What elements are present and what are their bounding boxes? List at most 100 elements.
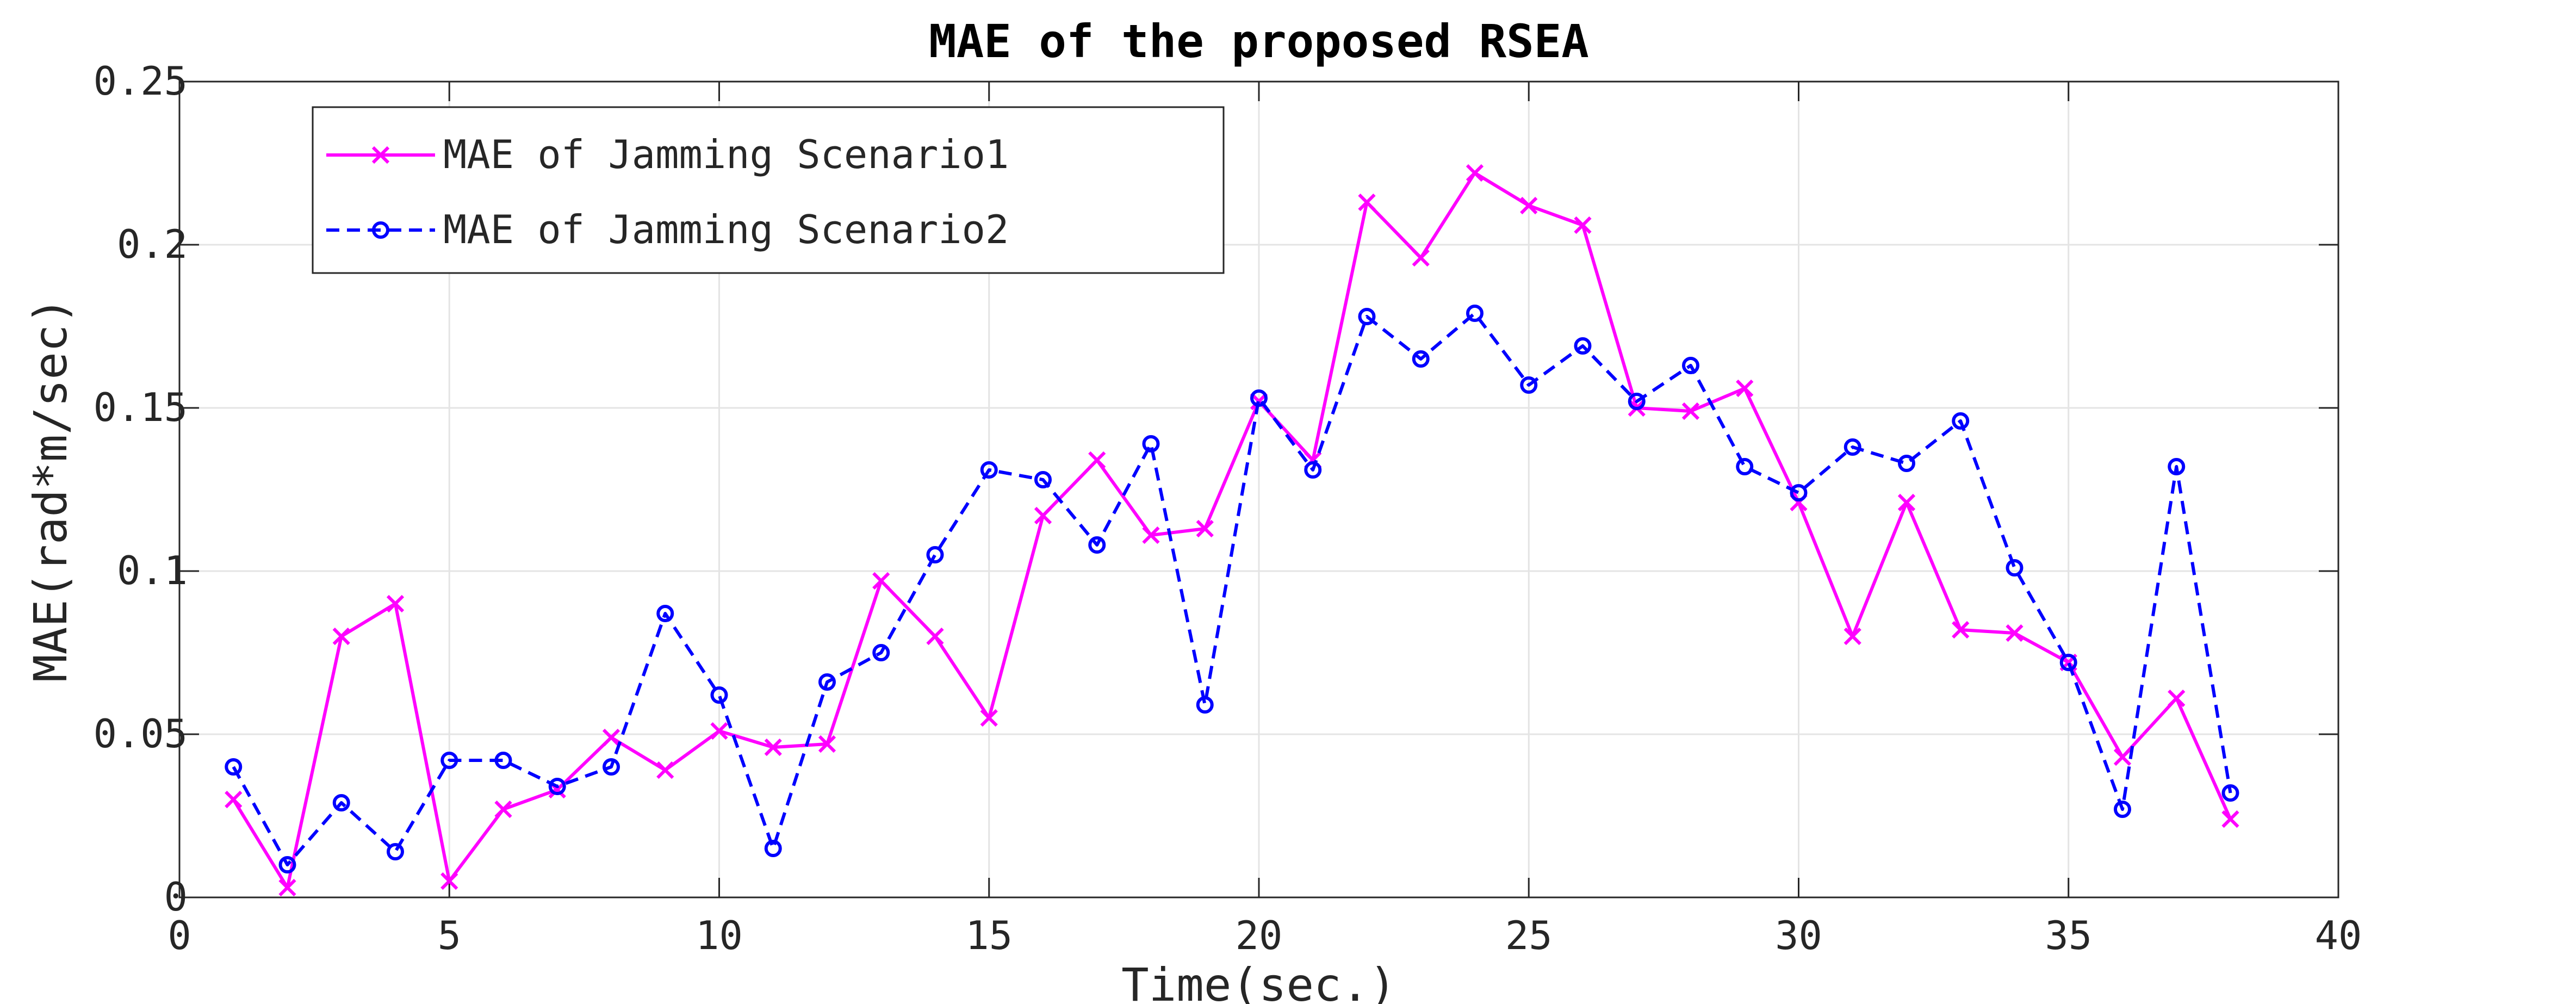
data-point-circle-marker — [1628, 393, 1646, 410]
legend-label: MAE of Jamming Scenario2 — [443, 207, 1009, 252]
series-scenario1 — [225, 164, 2239, 897]
x-tick-label: 40 — [2315, 913, 2362, 958]
legend-items: MAE of Jamming Scenario1 MAE of Jamming S… — [326, 132, 1009, 252]
grid-lines — [179, 82, 2338, 897]
data-point-circle-marker — [494, 752, 512, 769]
data-point-circle-marker — [225, 758, 243, 776]
y-tick-label: 0.25 — [94, 58, 188, 104]
data-point-circle-marker — [440, 752, 458, 769]
data-point-x-marker — [980, 709, 998, 727]
data-point-circle-marker — [1843, 438, 1861, 456]
data-point-x-marker — [1520, 196, 1538, 215]
data-point-circle-marker — [872, 644, 890, 661]
data-point-circle-marker — [1466, 305, 1483, 322]
data-point-circle-marker — [548, 778, 566, 795]
data-point-circle-marker — [980, 461, 998, 479]
data-point-x-marker — [440, 872, 458, 890]
data-point-circle-marker — [1358, 308, 1376, 325]
plot-frame — [178, 80, 2339, 898]
y-axis-label: MAE(rad*m/sec) — [24, 297, 77, 682]
data-point-x-marker — [2006, 624, 2023, 642]
data-point-x-marker — [872, 572, 890, 590]
chart-title: MAE of the proposed RSEA — [929, 15, 1589, 68]
x-tick-label: 15 — [965, 913, 1013, 958]
data-point-circle-marker — [1736, 458, 1754, 475]
data-point-circle-marker — [1088, 536, 1106, 554]
y-tick-label: 0.05 — [94, 711, 188, 757]
x-tick-label: 10 — [696, 913, 743, 958]
x-axis-label: Time(sec.) — [1121, 958, 1396, 1004]
data-point-circle-marker — [1790, 484, 1808, 501]
series-line-scenario2 — [232, 312, 2232, 866]
data-point-x-marker — [1034, 506, 1052, 525]
data-point-x-marker — [2113, 748, 2132, 766]
data-point-x-marker — [332, 627, 350, 646]
data-point-circle-marker — [1250, 389, 1268, 407]
x-tick-label: 0 — [167, 913, 191, 958]
data-point-circle-marker — [1034, 471, 1052, 488]
x-tick-label: 25 — [1505, 913, 1553, 958]
data-point-circle-marker — [1196, 696, 1214, 714]
data-point-x-marker — [1412, 249, 1430, 267]
data-point-circle-marker — [2059, 654, 2077, 671]
data-point-circle-marker — [1520, 376, 1538, 394]
data-point-x-marker — [225, 790, 243, 809]
series-scenario2 — [225, 305, 2239, 873]
data-point-x-marker — [371, 146, 390, 164]
data-point-circle-marker — [278, 856, 296, 873]
data-point-circle-marker — [332, 794, 350, 811]
data-point-x-marker — [602, 728, 620, 747]
data-point-x-marker — [386, 594, 405, 613]
data-point-x-marker — [764, 738, 782, 757]
data-point-circle-marker — [387, 843, 404, 860]
data-point-x-marker — [926, 627, 944, 646]
data-point-circle-marker — [2221, 784, 2239, 802]
data-point-x-marker — [1952, 621, 1970, 639]
data-point-x-marker — [710, 722, 728, 740]
data-point-x-marker — [1466, 164, 1484, 182]
legend-box — [312, 106, 1225, 274]
legend-label: MAE of Jamming Scenario1 — [443, 132, 1009, 177]
y-tick-label: 0.15 — [94, 385, 188, 430]
data-point-x-marker — [1843, 627, 1861, 646]
data-point-circle-marker — [1898, 455, 1915, 472]
data-point-x-marker — [1736, 379, 1754, 398]
data-point-x-marker — [1196, 519, 1214, 538]
x-tick-label: 5 — [438, 913, 461, 958]
legend: MAE of Jamming Scenario1 MAE of Jamming S… — [312, 106, 1225, 274]
data-point-circle-marker — [764, 840, 782, 857]
data-point-x-marker — [278, 878, 296, 897]
data-point-circle-marker — [1682, 357, 1699, 374]
data-point-circle-marker — [818, 673, 836, 691]
data-point-circle-marker — [2114, 801, 2131, 818]
data-point-x-marker — [1358, 193, 1376, 212]
series-line-scenario1 — [232, 171, 2232, 889]
data-point-x-marker — [1088, 451, 1106, 469]
data-point-circle-marker — [1952, 412, 1970, 430]
data-point-circle-marker — [656, 605, 674, 622]
data-point-circle-marker — [1142, 435, 1160, 453]
data-point-circle-marker — [2168, 458, 2186, 475]
data-point-circle-marker — [603, 758, 620, 776]
data-point-x-marker — [494, 800, 512, 819]
x-tick-label: 20 — [1236, 913, 1283, 958]
series-group — [225, 164, 2239, 897]
x-tick-label: 35 — [2045, 913, 2092, 958]
y-tick-label: 0.1 — [117, 548, 188, 593]
y-tick-label: 0.2 — [117, 221, 188, 267]
data-point-circle-marker — [1412, 350, 1430, 368]
data-point-circle-marker — [926, 546, 944, 563]
data-point-x-marker — [2168, 689, 2186, 708]
data-point-circle-marker — [2006, 559, 2023, 577]
data-point-x-marker — [656, 761, 674, 779]
data-point-x-marker — [2221, 810, 2239, 828]
data-point-x-marker — [1897, 493, 1916, 512]
data-point-x-marker — [1142, 526, 1160, 544]
data-point-circle-marker — [1574, 337, 1592, 355]
data-point-circle-marker — [1304, 461, 1322, 479]
data-point-x-marker — [1574, 216, 1592, 234]
data-point-circle-marker — [710, 686, 728, 704]
x-tick-label: 30 — [1775, 913, 1822, 958]
data-point-x-marker — [1681, 402, 1700, 420]
